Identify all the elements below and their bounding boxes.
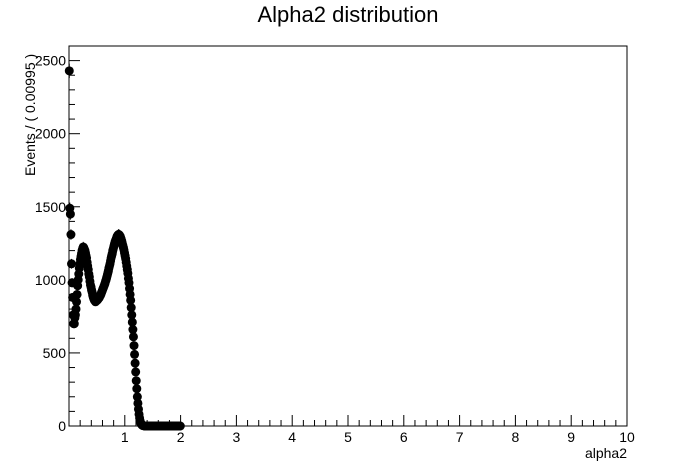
data-point [65,209,75,219]
data-point [132,392,142,402]
x-tick-label: 1 [121,429,129,445]
plot-frame [68,45,628,427]
data-point [130,358,140,368]
data-point [126,303,136,313]
x-tick-label: 5 [344,429,352,445]
x-tick-label: 6 [400,429,408,445]
x-axis-title: alpha2 [585,445,627,461]
y-tick-label: 2500 [35,53,66,69]
x-tick-label: 7 [456,429,464,445]
data-point [127,317,137,327]
data-point [131,376,141,386]
y-tick-label: 1500 [35,199,66,215]
axes: 1 2 3 4 5 6 7 8 9 10 0 500 1000 1500 2000 2500 [35,45,635,445]
data-point [129,341,139,351]
data-point [128,332,138,342]
y-tick-label: 1000 [35,272,66,288]
x-tick-label: 10 [619,429,635,445]
data-markers [64,63,185,431]
data-point [130,349,140,359]
x-tick-label: 8 [512,429,520,445]
data-point [66,230,76,240]
data-point [131,367,141,377]
chart-title: Alpha2 distribution [257,2,438,27]
x-tick-label: 2 [177,429,185,445]
y-tick-label: 2000 [35,126,66,142]
data-point [132,384,142,394]
data-point [175,421,185,431]
data-point [71,304,81,314]
data-point [126,295,136,305]
data-point [72,289,82,299]
y-axis-title: Events / ( 0.00995 ) [22,54,38,176]
y-tick-label: 0 [58,418,66,434]
x-tick-label: 9 [567,429,575,445]
y-tick-label: 500 [43,345,67,361]
data-point [67,259,77,269]
data-point [128,325,138,335]
x-tick-label: 4 [288,429,296,445]
data-point [72,297,82,307]
data-point [64,66,74,76]
x-tick-label: 3 [233,429,241,445]
data-point [127,310,137,320]
